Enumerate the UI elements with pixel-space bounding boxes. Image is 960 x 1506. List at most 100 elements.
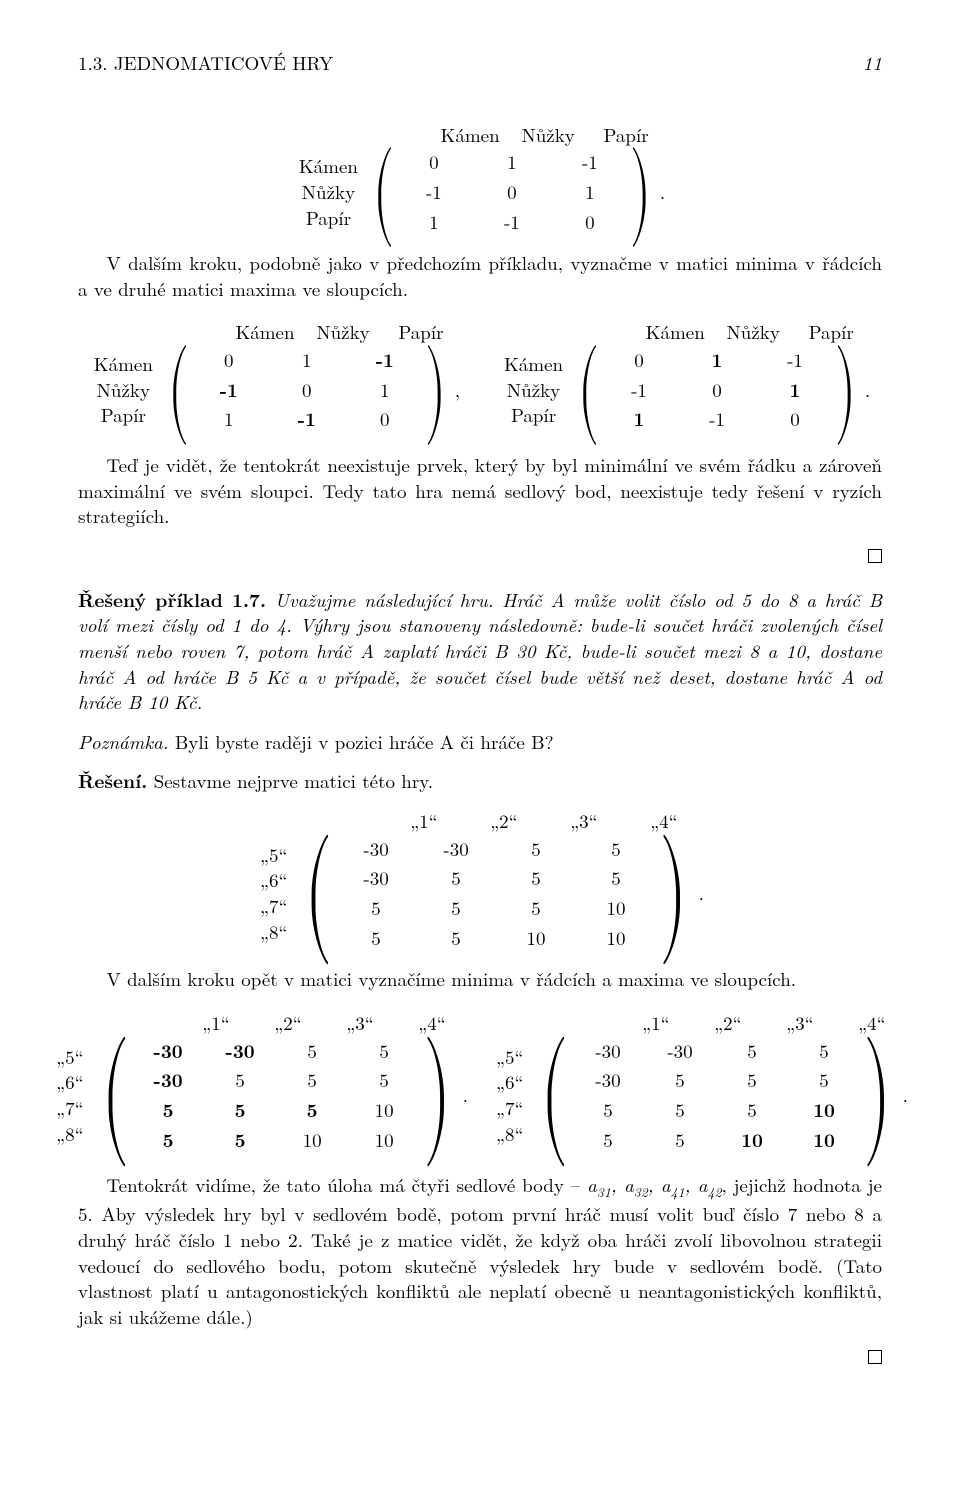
paren-right: ) bbox=[863, 1042, 891, 1149]
cell: 5 bbox=[348, 1036, 420, 1066]
col-label: „1“ bbox=[620, 1010, 692, 1036]
cell: 5 bbox=[788, 1065, 860, 1095]
cell: 0 bbox=[346, 404, 424, 434]
row-label: „8“ bbox=[256, 919, 291, 945]
paren-left: ( bbox=[305, 840, 333, 947]
cell: 1 bbox=[190, 404, 268, 434]
col-label: „3“ bbox=[764, 1010, 836, 1036]
cell: 1 bbox=[600, 404, 678, 434]
cell: 5 bbox=[348, 1065, 420, 1095]
paragraph: V dalším kroku, podobně jako v předchozí… bbox=[78, 250, 882, 301]
text: Tentokrát vidíme, že tato úloha má čtyři… bbox=[107, 1171, 588, 1198]
paren-right: ) bbox=[424, 1042, 452, 1149]
cell: 10 bbox=[788, 1095, 860, 1125]
row-label: „7“ bbox=[492, 1095, 527, 1121]
col-label: „1“ bbox=[180, 1010, 252, 1036]
qed-box bbox=[78, 543, 882, 569]
cell: 5 bbox=[204, 1095, 276, 1125]
cell: 5 bbox=[644, 1065, 716, 1095]
note-body: Byli byste raději v pozici hráče A či hr… bbox=[169, 728, 554, 755]
col-label: „2“ bbox=[464, 808, 544, 834]
cell: 0 bbox=[190, 345, 268, 375]
row-label: Kámen bbox=[295, 153, 362, 179]
cell: 1 bbox=[756, 375, 834, 405]
paren-left: ( bbox=[168, 349, 189, 431]
cell: 10 bbox=[276, 1125, 348, 1155]
cell: -1 bbox=[346, 345, 424, 375]
row-label: „6“ bbox=[492, 1069, 527, 1095]
cell: 1 bbox=[268, 345, 346, 375]
cell: 5 bbox=[716, 1095, 788, 1125]
cell: -30 bbox=[416, 834, 496, 864]
cell: 5 bbox=[644, 1125, 716, 1155]
cell: 5 bbox=[496, 863, 576, 893]
rps-matrix: Kámen Nůžky Papír Kámen Nůžky Papír ( 01… bbox=[78, 122, 882, 237]
page-header: 1.3. JEDNOMATICOVÉ HRY 11 bbox=[78, 50, 882, 76]
col-label: Kámen bbox=[431, 122, 509, 148]
row-label: „8“ bbox=[492, 1121, 527, 1147]
rps-minmax-matrices: KámenNůžkyPapírKámenNůžkyPapír(01-1-1011… bbox=[78, 319, 882, 434]
game-minmax-matrices: „1“„2“„3“„4“„5“„6“„7“„8“(-30-3055-305555… bbox=[78, 1010, 882, 1154]
cell: -1 bbox=[600, 375, 678, 405]
row-label: Kámen bbox=[500, 351, 567, 377]
note-paragraph: Poznámka. Byli byste raději v pozici hrá… bbox=[78, 729, 882, 755]
cell: 1 bbox=[346, 375, 424, 405]
cell: 5 bbox=[132, 1125, 204, 1155]
row-label: „6“ bbox=[256, 867, 291, 893]
cell: 5 bbox=[336, 893, 416, 923]
col-label: Nůžky bbox=[714, 319, 792, 345]
cell: -1 bbox=[190, 375, 268, 405]
solution-paragraph: Řešení. Sestavme nejprve matici této hry… bbox=[78, 768, 882, 794]
cell: 5 bbox=[204, 1065, 276, 1095]
cell: 10 bbox=[496, 923, 576, 953]
cell: 1 bbox=[395, 207, 473, 237]
qed-box bbox=[78, 1344, 882, 1370]
paren-left: ( bbox=[373, 151, 394, 233]
matrix-trailing: . bbox=[463, 1082, 468, 1108]
row-label: „7“ bbox=[256, 893, 291, 919]
cell: 5 bbox=[496, 834, 576, 864]
cell: 5 bbox=[276, 1095, 348, 1125]
game-matrix: „1“„2“„3“„4“„5“„6“„7“„8“(-30-3055-305555… bbox=[78, 808, 882, 952]
cell: -30 bbox=[336, 834, 416, 864]
example-paragraph: Řešený příklad 1.7. Uvažujme následující… bbox=[78, 587, 882, 715]
solution-body: Sestavme nejprve matici této hry. bbox=[147, 767, 433, 794]
cell: 5 bbox=[276, 1065, 348, 1095]
matrix-trailing: , bbox=[455, 377, 460, 403]
header-section: 1.3. JEDNOMATICOVÉ HRY bbox=[78, 50, 333, 76]
cell: 5 bbox=[572, 1125, 644, 1155]
cell: 10 bbox=[716, 1125, 788, 1155]
cell: -30 bbox=[572, 1036, 644, 1066]
row-label: Nůžky bbox=[500, 377, 567, 403]
cell: 0 bbox=[551, 207, 629, 237]
col-label: Nůžky bbox=[304, 319, 382, 345]
cell: 10 bbox=[348, 1095, 420, 1125]
col-label: Kámen bbox=[226, 319, 304, 345]
cell: -30 bbox=[132, 1065, 204, 1095]
cell: 10 bbox=[348, 1125, 420, 1155]
row-label: Kámen bbox=[90, 351, 157, 377]
cell: 1 bbox=[551, 177, 629, 207]
row-label: „5“ bbox=[256, 842, 291, 868]
paren-left: ( bbox=[541, 1042, 569, 1149]
paren-right: ) bbox=[425, 349, 446, 431]
paren-left: ( bbox=[101, 1042, 129, 1149]
col-label: Nůžky bbox=[509, 122, 587, 148]
cell: 5 bbox=[204, 1125, 276, 1155]
cell: 0 bbox=[395, 147, 473, 177]
col-label: Papír bbox=[382, 319, 460, 345]
cell: -1 bbox=[268, 404, 346, 434]
cell: 5 bbox=[644, 1095, 716, 1125]
cell: 5 bbox=[576, 863, 656, 893]
cell: -1 bbox=[473, 207, 551, 237]
cell: 5 bbox=[572, 1095, 644, 1125]
cell: 5 bbox=[716, 1065, 788, 1095]
col-label: „1“ bbox=[384, 808, 464, 834]
col-label: Papír bbox=[792, 319, 870, 345]
paren-left: ( bbox=[578, 349, 599, 431]
row-label: „5“ bbox=[492, 1044, 527, 1070]
cell: 5 bbox=[496, 893, 576, 923]
col-label: Papír bbox=[587, 122, 665, 148]
paren-right: ) bbox=[835, 349, 856, 431]
cell: 1 bbox=[678, 345, 756, 375]
